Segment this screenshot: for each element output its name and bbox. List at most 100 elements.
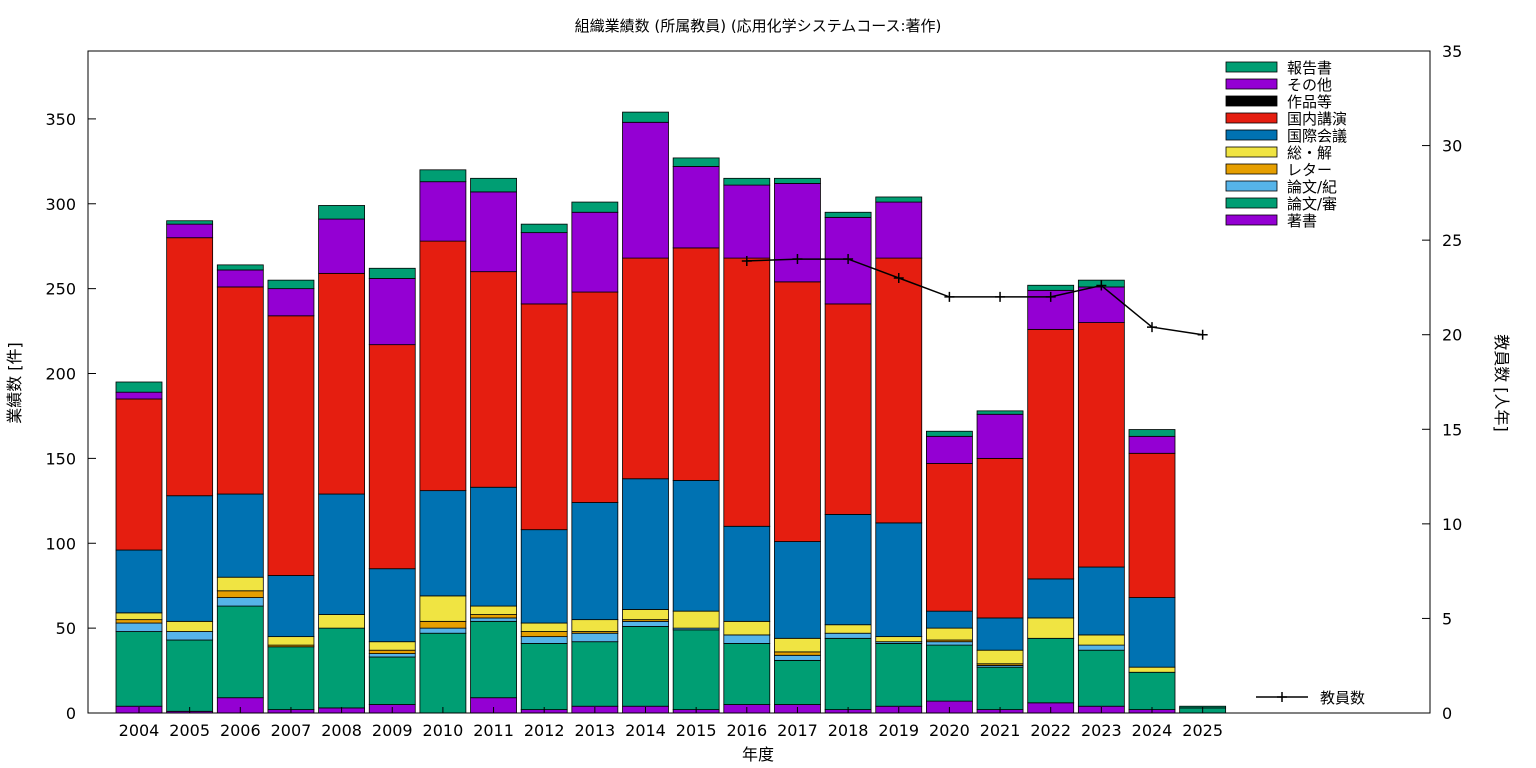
bar-segment-2017-4: [774, 637, 821, 653]
bar-segment-2008-5: [318, 493, 366, 615]
bar-segment-2020-4: [926, 627, 973, 641]
bar-segment-2010-3: [419, 620, 467, 629]
bar-segment-2010-4: [419, 595, 467, 622]
legend-swatch: [1225, 180, 1278, 192]
x-tick-label: 2008: [321, 721, 362, 740]
bar-segment-2021-6: [976, 457, 1024, 619]
bar-segment-2011-6: [470, 271, 517, 488]
bar-segment-2024-4: [1128, 666, 1176, 673]
x-tick-label: 2004: [119, 721, 160, 740]
bar-segment-2012-1: [520, 643, 568, 711]
bar-segment-2005-9: [166, 220, 214, 225]
bar-segment-2018-1: [824, 637, 872, 710]
bar-segment-2018-2: [824, 632, 872, 639]
bar-segment-2021-1: [976, 666, 1024, 711]
faculty-count-point: [995, 291, 1006, 302]
bar-segment-2011-5: [470, 486, 517, 607]
bar-segment-2015-1: [672, 629, 720, 711]
bar-segment-2023-5: [1077, 566, 1125, 636]
bar-segment-2024-8: [1128, 435, 1176, 454]
bar-segment-2012-8: [520, 232, 568, 305]
bar-segment-2011-3: [470, 614, 517, 619]
faculty-count-point: [1096, 280, 1107, 291]
bar-segment-2020-9: [926, 430, 973, 437]
x-tick-label: 2016: [726, 721, 767, 740]
bar-segment-2013-6: [571, 291, 619, 503]
x-tick-label: 2019: [878, 721, 919, 740]
bar-segment-2004-2: [115, 622, 163, 632]
bar-segment-2021-5: [976, 617, 1024, 651]
bar-segment-2009-9: [368, 267, 416, 279]
bar-segment-2010-1: [419, 632, 467, 714]
bar-segment-2015-9: [672, 157, 720, 167]
bar-segment-2008-9: [318, 205, 366, 220]
bar-segment-2017-6: [774, 281, 821, 542]
bar-segment-2007-6: [267, 315, 315, 576]
bar-segment-2019-6: [875, 257, 923, 524]
bar-segment-2010-8: [419, 181, 467, 242]
y-tick-label: 350: [45, 110, 76, 129]
x-tick-label: 2020: [929, 721, 970, 740]
legend-label: 総・解: [1287, 144, 1332, 162]
bar-segment-2016-4: [723, 620, 771, 636]
bar-segment-2006-3: [216, 590, 264, 598]
bar-segment-2012-4: [520, 622, 568, 632]
bar-segment-2010-2: [419, 627, 467, 634]
x-tick-label: 2025: [1182, 721, 1223, 740]
bar-segment-2022-4: [1027, 617, 1075, 639]
legend-label: 作品等: [1287, 93, 1332, 111]
faculty-count-point: [1197, 329, 1208, 340]
bar-segment-2022-6: [1027, 328, 1075, 580]
bar-segment-2014-4: [622, 609, 669, 621]
bar-segment-2011-1: [470, 620, 517, 699]
y2-tick-label: 20: [1442, 326, 1462, 345]
bar-segment-2011-4: [470, 605, 517, 615]
bar-segment-2019-8: [875, 201, 923, 259]
bar-segment-2015-6: [672, 247, 720, 481]
y2-tick-label: 15: [1442, 420, 1462, 439]
bar-segment-2008-6: [318, 272, 366, 495]
x-tick-label: 2023: [1081, 721, 1122, 740]
bar-segment-2005-8: [166, 223, 214, 239]
x-tick-label: 2007: [271, 721, 312, 740]
legend-label: 教員数: [1320, 689, 1365, 707]
bar-segment-2006-8: [216, 269, 264, 288]
faculty-count-point: [944, 291, 955, 302]
bar-segment-2024-9: [1128, 429, 1176, 437]
x-tick-label: 2021: [980, 721, 1021, 740]
bar-segment-2017-5: [774, 541, 821, 639]
bar-segment-2005-2: [166, 631, 214, 641]
x-tick-label: 2018: [828, 721, 869, 740]
bar-segment-2012-6: [520, 303, 568, 531]
bar-segment-2019-9: [875, 196, 923, 203]
x-tick-label: 2017: [777, 721, 818, 740]
bar-segment-2004-9: [115, 381, 163, 393]
bar-segment-2016-8: [723, 184, 771, 259]
y2-tick-label: 25: [1442, 231, 1462, 250]
bar-segment-2015-8: [672, 166, 720, 249]
legend-label: 著書: [1287, 212, 1317, 230]
bar-segment-2023-2: [1077, 644, 1125, 651]
bar-segment-2021-4: [976, 649, 1024, 665]
plot-frame: [87, 50, 1431, 714]
bar-segment-2017-8: [774, 182, 821, 283]
bar-segment-2014-9: [622, 111, 669, 123]
y-axis-label: 業績数 [件]: [5, 342, 24, 424]
bar-segment-2019-4: [875, 636, 923, 643]
bar-segment-2016-2: [723, 634, 771, 644]
bar-segment-2013-4: [571, 619, 619, 632]
bar-segment-2009-6: [368, 344, 416, 570]
bar-segment-2007-4: [267, 636, 315, 646]
bar-segment-2019-1: [875, 643, 923, 707]
legend-line-marker: [1277, 692, 1287, 702]
x-tick-label: 2022: [1030, 721, 1071, 740]
bar-segment-2016-5: [723, 525, 771, 622]
bar-segment-2009-3: [368, 649, 416, 654]
bar-segment-2004-8: [115, 391, 163, 400]
bar-segment-2020-2: [926, 641, 973, 646]
x-tick-label: 2014: [625, 721, 666, 740]
bar-segment-2015-4: [672, 610, 720, 629]
legend-swatch: [1225, 61, 1278, 73]
bar-segment-2016-1: [723, 643, 771, 705]
